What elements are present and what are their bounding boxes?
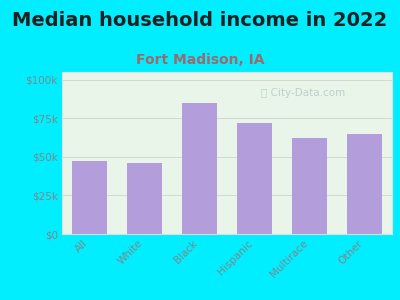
- Bar: [292, 138, 326, 234]
- Bar: [182, 103, 216, 234]
- Text: Median household income in 2022: Median household income in 2022: [12, 11, 388, 29]
- Bar: [72, 161, 106, 234]
- Bar: [238, 123, 272, 234]
- Bar: [128, 163, 162, 234]
- Text: Fort Madison, IA: Fort Madison, IA: [136, 52, 264, 67]
- Bar: [348, 134, 382, 234]
- Text: ⓘ City-Data.com: ⓘ City-Data.com: [261, 88, 345, 98]
